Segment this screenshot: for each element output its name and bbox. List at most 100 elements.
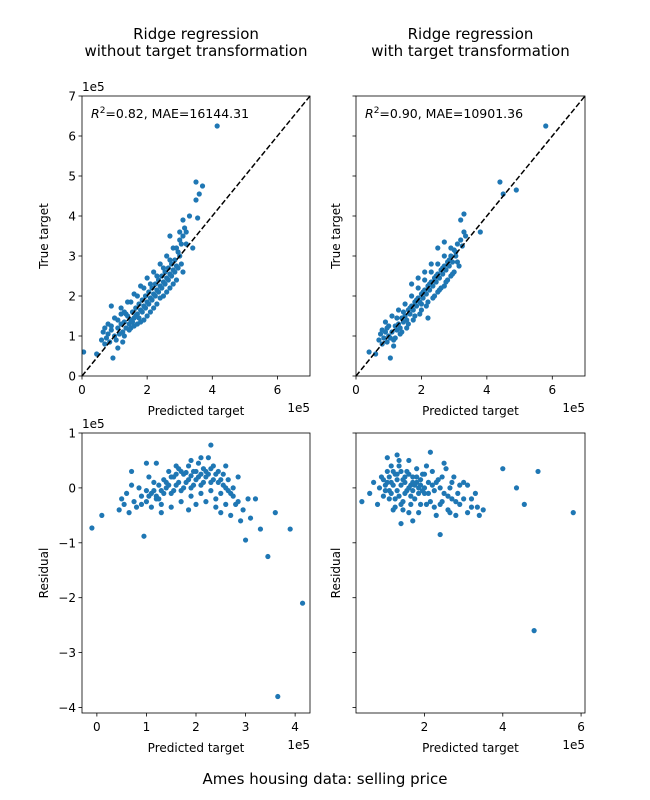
data-point — [464, 482, 471, 488]
data-points — [366, 123, 549, 361]
data-point — [151, 305, 157, 311]
data-point — [386, 496, 392, 502]
data-point — [151, 269, 157, 275]
data-point — [468, 496, 475, 502]
data-point — [175, 265, 181, 271]
data-point — [181, 485, 187, 491]
data-point — [397, 331, 403, 337]
data-point — [203, 499, 209, 505]
data-point — [235, 474, 241, 480]
y-tick-label: 1 — [68, 427, 76, 441]
data-point — [131, 499, 137, 505]
data-point — [177, 229, 183, 235]
data-point — [421, 471, 428, 477]
data-point — [200, 479, 207, 486]
data-point — [400, 309, 407, 315]
data-point — [405, 321, 411, 327]
data-point — [134, 293, 140, 299]
data-point — [136, 315, 142, 321]
data-point — [454, 241, 461, 247]
data-point — [521, 501, 527, 507]
data-point — [384, 479, 390, 486]
data-point — [128, 299, 134, 305]
data-point — [461, 496, 467, 502]
data-point — [178, 261, 184, 267]
data-point — [423, 501, 430, 507]
data-point — [433, 479, 439, 486]
data-points — [82, 123, 220, 361]
data-point — [392, 496, 398, 502]
data-point — [193, 179, 199, 185]
x-axis-label: Predicted target — [148, 741, 245, 755]
data-point — [437, 531, 443, 538]
data-point — [162, 269, 168, 275]
data-point — [441, 239, 447, 245]
data-point — [183, 469, 189, 476]
data-point — [172, 269, 178, 275]
data-point — [500, 466, 506, 472]
data-point — [402, 301, 408, 307]
data-point — [417, 482, 424, 488]
data-point — [457, 482, 463, 488]
x-tick-label: 2 — [192, 720, 200, 734]
data-point — [414, 474, 420, 480]
data-point — [389, 313, 395, 319]
data-point — [287, 526, 293, 532]
data-point — [148, 504, 154, 510]
data-point — [446, 257, 452, 263]
data-point — [175, 249, 181, 255]
data-point — [461, 479, 467, 486]
data-point — [218, 477, 224, 483]
data-point — [477, 229, 483, 235]
x-axis-label: Predicted target — [422, 404, 519, 418]
data-point — [443, 279, 449, 285]
data-point — [423, 463, 430, 469]
data-point — [392, 335, 398, 341]
data-point — [425, 299, 431, 305]
data-point — [386, 474, 392, 480]
data-point — [404, 488, 410, 494]
data-point — [171, 488, 177, 494]
data-point — [439, 474, 445, 480]
data-point — [214, 123, 220, 129]
data-point — [408, 501, 414, 507]
axes-frame — [81, 95, 311, 377]
data-point — [120, 339, 126, 345]
axes-frame — [355, 95, 586, 377]
x-tick-label: 0 — [93, 720, 101, 734]
data-point — [457, 501, 463, 507]
data-point — [464, 510, 471, 516]
data-point — [474, 504, 480, 510]
data-point — [177, 237, 183, 243]
y-tick-label: −2 — [58, 591, 76, 605]
x-tick-label: 0 — [78, 383, 86, 397]
data-point — [398, 482, 404, 488]
data-point — [394, 471, 400, 477]
data-point — [147, 309, 153, 315]
data-point — [453, 253, 459, 259]
data-point — [188, 473, 194, 479]
data-point — [208, 466, 214, 472]
data-point — [406, 457, 412, 464]
data-point — [422, 269, 428, 275]
data-point — [395, 307, 402, 313]
data-point — [120, 329, 126, 335]
data-point — [102, 341, 108, 347]
data-point — [143, 488, 150, 494]
data-point — [180, 217, 186, 223]
data-point — [146, 474, 152, 480]
data-point — [418, 307, 425, 313]
data-point — [223, 485, 229, 491]
data-point — [423, 303, 429, 309]
data-point — [218, 510, 224, 516]
data-point — [126, 327, 132, 333]
x-tick-label: 4 — [208, 383, 216, 397]
data-point — [456, 263, 462, 269]
data-point — [437, 485, 443, 491]
data-point — [376, 485, 383, 491]
data-point — [213, 496, 219, 502]
data-point — [384, 325, 390, 331]
data-point — [431, 488, 437, 494]
data-point — [410, 317, 416, 323]
data-point — [156, 482, 162, 488]
